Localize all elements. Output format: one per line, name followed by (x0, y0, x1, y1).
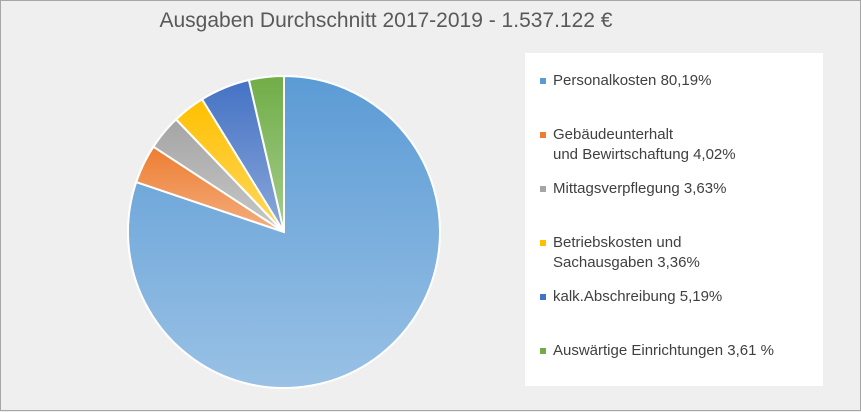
legend-swatch (540, 186, 546, 192)
legend-label: Gebäudeunterhalt und Bewirtschaftung 4,0… (553, 126, 736, 163)
legend-item-mittagsverpflegung: Mittagsverpflegung 3,63% (540, 179, 726, 199)
legend-label: Personalkosten 80,19% (553, 72, 712, 89)
pie-slice-6 (247, 74, 285, 233)
legend-item-auswaertige-einrichtungen: Auswärtige Einrichtungen 3,61 % (540, 341, 774, 361)
legend-swatch (540, 132, 546, 138)
legend-item-betriebskosten: Betriebskosten und Sachausgaben 3,36% (540, 233, 700, 273)
legend-item-gebaeudeunterhalt: Gebäudeunterhalt und Bewirtschaftung 4,0… (540, 125, 736, 165)
legend-item-personalkosten: Personalkosten 80,19% (540, 71, 711, 91)
legend-swatch (540, 294, 546, 300)
legend-swatch (540, 240, 546, 246)
legend-item-abschreibung: kalk.Abschreibung 5,19% (540, 287, 722, 307)
legend-label: Auswärtige Einrichtungen 3,61 % (553, 342, 774, 359)
pie-slice-1 (127, 74, 441, 389)
legend-swatch (540, 78, 546, 84)
legend-swatch (540, 348, 546, 354)
legend-label: Mittagsverpflegung 3,63% (553, 180, 727, 197)
legend-label: Betriebskosten und Sachausgaben 3,36% (553, 234, 700, 271)
chart-title: Ausgaben Durchschnitt 2017-2019 - 1.537.… (159, 9, 613, 32)
legend-label: kalk.Abschreibung 5,19% (553, 288, 723, 305)
legend: Personalkosten 80,19% Gebäudeunterhalt u… (525, 53, 823, 386)
